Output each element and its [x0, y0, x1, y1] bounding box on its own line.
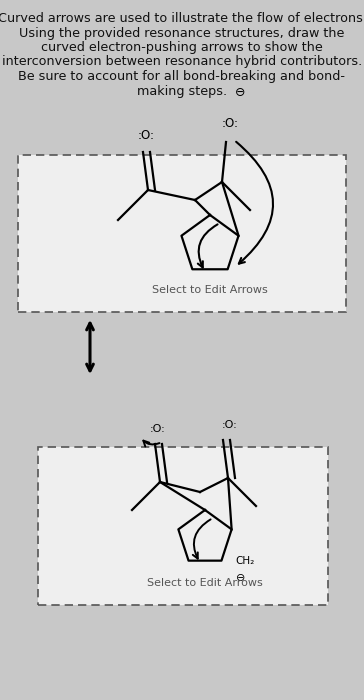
Text: Be sure to account for all bond-breaking and bond-: Be sure to account for all bond-breaking… [19, 70, 345, 83]
Text: :O:: :O: [150, 424, 166, 434]
Text: Curved arrows are used to illustrate the flow of electrons.: Curved arrows are used to illustrate the… [0, 12, 364, 25]
Text: making steps.: making steps. [137, 85, 227, 97]
Text: CH₂: CH₂ [235, 556, 254, 566]
Text: curved electron-pushing arrows to show the: curved electron-pushing arrows to show t… [41, 41, 323, 54]
Text: Select to Edit Arrows: Select to Edit Arrows [147, 578, 263, 588]
Text: Select to Edit Arrows: Select to Edit Arrows [152, 285, 268, 295]
Bar [38, 447, 328, 605]
Text: interconversion between resonance hybrid contributors.: interconversion between resonance hybrid… [2, 55, 362, 69]
Text: Using the provided resonance structures, draw the: Using the provided resonance structures,… [19, 27, 345, 39]
Text: ⊖: ⊖ [235, 85, 245, 99]
Text: ⊖: ⊖ [236, 573, 246, 583]
Text: :O:: :O: [138, 129, 154, 142]
Text: :O:: :O: [222, 420, 238, 430]
Text: :O:: :O: [222, 117, 238, 130]
Bar [18, 155, 346, 312]
